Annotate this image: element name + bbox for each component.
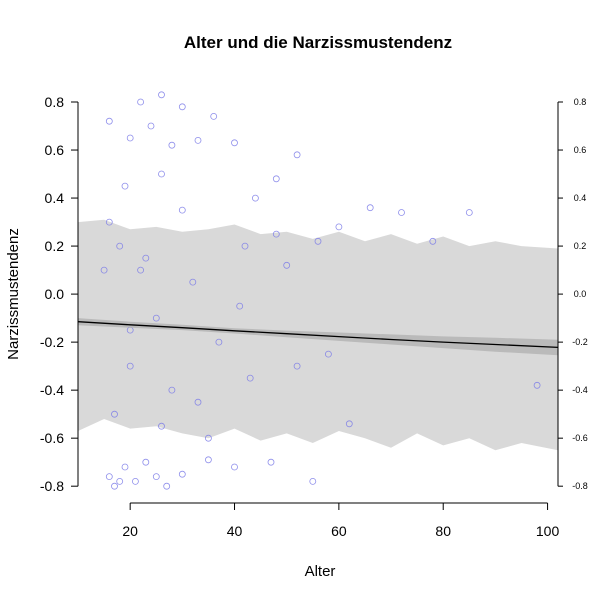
data-point [293,151,301,159]
data-point [267,458,275,466]
data-point [137,98,145,106]
y-tick-label: 0.6 [45,142,65,158]
y-tick-label: -0.2 [40,334,64,350]
data-point [131,477,139,485]
data-point [158,422,165,430]
data-point [366,204,374,212]
y-tick-label: 0.4 [45,190,65,206]
x-tick-label: 100 [536,523,560,539]
data-point [105,117,113,125]
data-point [116,242,124,250]
data-point [210,113,218,120]
data-point [429,237,437,245]
data-point [147,122,155,130]
data-point [126,362,134,370]
y-tick-label: -0.6 [40,430,64,446]
data-point [533,381,541,389]
data-point [345,420,353,428]
y-right-tick-label: 0.2 [574,241,587,251]
x-tick-label: 20 [122,523,138,539]
y-tick-label: -0.4 [40,382,64,398]
x-axis: 20 40 60 80 100 [122,502,560,539]
y-axis-title: Narzissmustendenz [5,228,22,360]
data-point [283,261,291,269]
y-axis-left: -0.8 -0.6 -0.4 -0.2 0.0 0.2 0.4 0.6 0.8 [40,94,79,494]
y-tick-label: 0.2 [45,238,65,254]
x-tick-label: 40 [227,523,243,539]
x-tick-label: 60 [331,523,347,539]
data-point [204,456,212,464]
data-point [335,223,343,231]
y-right-tick-label: -0.4 [572,385,588,395]
data-point [111,482,118,490]
confidence-band [78,318,558,356]
data-point [178,470,186,478]
y-tick-label: 0.0 [45,286,65,302]
data-point [178,206,186,214]
data-point [158,170,165,178]
chart-title: Alter und die Narzissmustendenz [184,33,452,52]
data-point [314,237,322,245]
data-point [215,338,223,346]
data-point [121,182,129,190]
data-point [111,410,118,418]
data-point [465,209,473,216]
data-point [142,458,150,466]
data-point [168,386,176,394]
data-point [236,302,244,310]
data-point [309,477,317,485]
y-right-tick-label: -0.2 [572,337,588,347]
data-point [100,266,108,274]
y-right-tick-label: 0.6 [574,145,587,155]
y-right-tick-label: -0.8 [572,481,588,491]
data-point [105,218,113,226]
data-point [178,103,186,111]
data-point [324,350,332,358]
data-point [293,362,301,370]
data-point [116,477,124,485]
y-right-tick-label: -0.6 [572,433,588,443]
data-point [204,434,212,442]
data-point [105,473,113,481]
data-point [194,136,202,144]
data-point [251,194,259,202]
trend-line [77,321,559,349]
x-tick-label: 80 [435,523,451,539]
data-point [194,398,202,406]
data-point [246,374,254,382]
data-point [241,242,249,250]
y-tick-label: 0.8 [45,94,65,110]
data-point [152,314,160,322]
data-point [272,175,280,183]
data-point [189,278,197,286]
data-point [231,139,238,147]
data-point [231,463,238,471]
data-point [272,230,280,238]
data-point [121,463,129,471]
x-axis-title: Alter [305,563,336,580]
data-point [168,141,176,149]
y-axis-right: -0.8 -0.6 -0.4 -0.2 0.0 0.2 0.4 0.6 0.8 [557,97,588,491]
plot-area [77,91,559,490]
data-point [398,209,405,216]
data-point [158,91,165,99]
y-right-tick-label: 0.4 [574,193,587,203]
data-point [163,482,171,490]
data-point [142,254,150,262]
y-right-tick-label: 0.0 [574,289,587,299]
y-right-tick-label: 0.8 [574,97,587,107]
data-point [152,473,160,481]
y-tick-label: -0.8 [40,478,64,494]
data-point [126,134,134,142]
data-point [137,266,145,274]
